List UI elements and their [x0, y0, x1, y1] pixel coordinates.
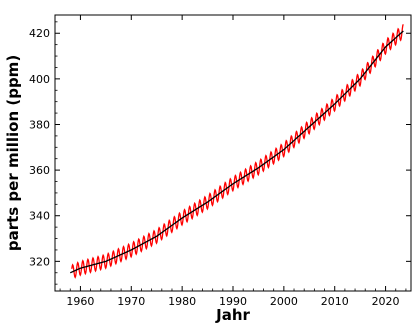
ticks-group: 1960 1970 1980 1990 2000 2010 2020 320 340 360 380… — [29, 15, 411, 308]
y-axis-title: parts per million (ppm) — [4, 55, 22, 251]
y-tick-label-340: 340 — [29, 210, 50, 223]
x-tick-label-1980: 1980 — [168, 295, 196, 308]
x-tick-label-1990: 1990 — [219, 295, 247, 308]
x-tick-label-1960: 1960 — [66, 295, 94, 308]
y-tick-label-420: 420 — [29, 27, 50, 40]
y-tick-label-380: 380 — [29, 118, 50, 131]
series-group — [69, 24, 404, 279]
x-tick-label-2020: 2020 — [372, 295, 400, 308]
x-tick-label-2010: 2010 — [321, 295, 349, 308]
series-trend-line — [69, 30, 404, 274]
x-tick-label-2000: 2000 — [270, 295, 298, 308]
y-tick-label-400: 400 — [29, 73, 50, 86]
plot-area-frame — [54, 14, 412, 292]
y-tick-label-320: 320 — [29, 255, 50, 268]
series-monthly-line — [71, 24, 404, 279]
x-axis-title: Jahr — [215, 306, 250, 324]
y-tick-label-360: 360 — [29, 164, 50, 177]
x-tick-label-1970: 1970 — [117, 295, 145, 308]
